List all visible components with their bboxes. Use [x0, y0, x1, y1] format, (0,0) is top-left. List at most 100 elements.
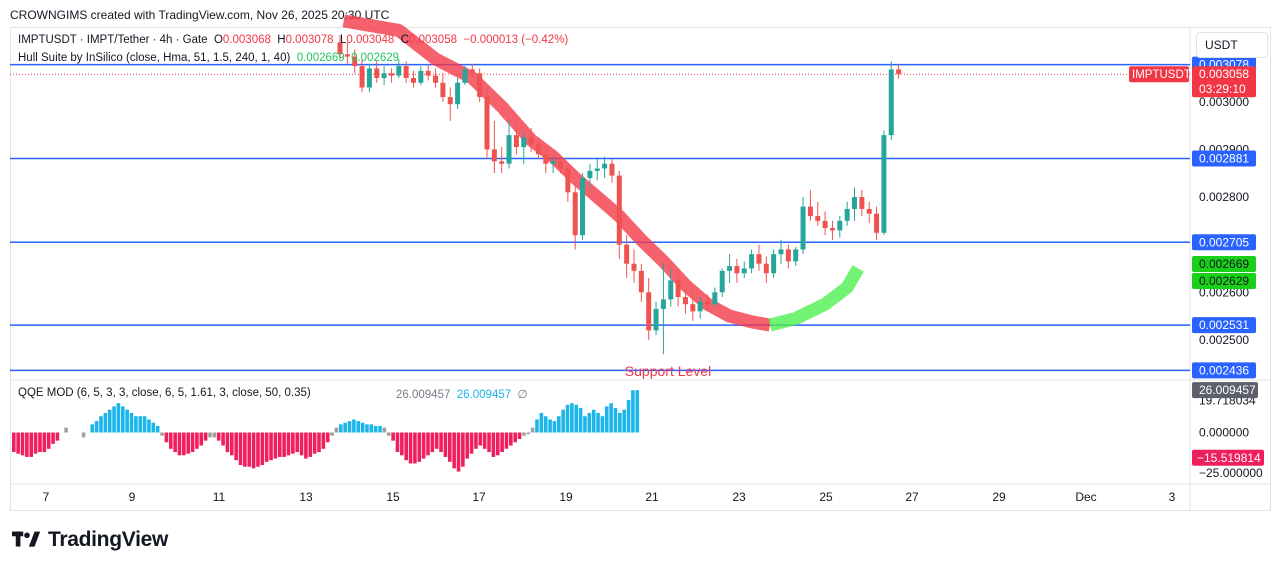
candle: [455, 82, 461, 105]
qqe-bar: [151, 422, 156, 433]
level-label: 0.002881: [1199, 151, 1249, 165]
qqe-bar: [129, 412, 134, 433]
qqe-bar: [295, 432, 299, 453]
qqe-bar: [443, 432, 448, 457]
qqe-bar: [578, 408, 583, 433]
qqe-bar: [247, 432, 252, 467]
qqe-bar: [186, 432, 190, 454]
qqe-bar: [121, 406, 125, 433]
candle: [800, 206, 806, 250]
candle: [381, 73, 387, 78]
qqe-bar: [517, 432, 522, 440]
candle: [785, 249, 791, 262]
candle: [763, 263, 769, 274]
candle: [653, 308, 659, 331]
price-tick-label: 0.002800: [1199, 190, 1249, 204]
qqe-bar: [238, 432, 243, 466]
qqe-bar: [317, 432, 321, 453]
qqe-bar: [609, 403, 613, 433]
qqe-bar: [356, 421, 361, 433]
qqe-bar: [439, 432, 443, 453]
qqe-bar: [182, 432, 186, 456]
candle: [425, 70, 431, 76]
symbol-price-badge: [1129, 66, 1189, 83]
candle: [403, 66, 409, 78]
qqe-bar: [155, 425, 160, 433]
qqe-bar: [552, 421, 557, 433]
candle: [668, 280, 674, 300]
qqe-bar: [565, 404, 570, 433]
candle: [697, 301, 703, 312]
level-label: 0.002531: [1199, 318, 1249, 332]
candle: [359, 66, 365, 88]
candle: [447, 97, 453, 105]
qqe-bar: [583, 416, 587, 433]
qqe-tick-label: 0.000000: [1199, 426, 1249, 440]
high-value: 0.003078: [285, 34, 334, 46]
candle: [513, 135, 519, 148]
qqe-indicator-label[interactable]: QQE MOD (6, 5, 3, 3, close, 6, 5, 1.61, …: [18, 387, 311, 399]
candle: [337, 42, 343, 55]
currency-selector[interactable]: USDT: [1196, 32, 1268, 58]
tradingview-logo[interactable]: TradingView: [12, 528, 168, 552]
qqe-bar: [404, 432, 408, 461]
qqe-bar: [20, 432, 25, 456]
candle: [866, 208, 872, 214]
qqe-bar: [369, 424, 374, 433]
tradingview-icon: [12, 531, 41, 547]
qqe-bar: [325, 432, 330, 443]
qqe-bar: [177, 432, 182, 456]
qqe-bar: [51, 432, 55, 444]
qqe-bar: [535, 419, 539, 433]
qqe-bar: [382, 427, 387, 433]
qqe-bar: [199, 432, 204, 446]
hull-indicator-label[interactable]: Hull Suite by InSilico (close, Hma, 51, …: [18, 52, 291, 64]
qqe-bar: [618, 412, 622, 433]
qqe-bar: [221, 432, 225, 446]
candle: [374, 68, 380, 78]
candle: [388, 73, 394, 76]
qqe-bar: [352, 419, 356, 433]
qqe-bar: [107, 409, 112, 433]
support-level-label: Support Level: [625, 363, 711, 379]
qqe-bar: [99, 416, 103, 433]
qqe-bar: [212, 432, 217, 438]
candle: [602, 163, 608, 169]
qqe-bar: [234, 432, 238, 461]
qqe-bar: [12, 432, 16, 453]
hull-badge-1: [1192, 256, 1256, 272]
qqe-bar: [103, 412, 108, 433]
qqe-bar: [539, 412, 544, 433]
qqe-bar: [343, 422, 347, 433]
time-tick-label: Dec: [1075, 490, 1096, 504]
qqe-bar: [456, 432, 461, 472]
qqe-bar: [622, 409, 626, 433]
time-tick-label: 17: [472, 490, 486, 504]
candle: [734, 266, 740, 274]
time-tick-label: 11: [213, 490, 226, 504]
qqe-bar: [339, 424, 343, 433]
qqe-bar: [417, 432, 422, 462]
candle: [705, 301, 710, 305]
current-price-badge: [1192, 66, 1256, 98]
hull-band-red: [342, 14, 772, 332]
qqe-bar: [29, 432, 34, 457]
symbol-info[interactable]: IMPTUSDT · IMPT/Tether · 4h · Gate: [18, 34, 208, 46]
close-value: 0.003058: [409, 34, 457, 46]
candle: [433, 75, 439, 83]
level-badge: [1192, 362, 1256, 379]
candle: [469, 69, 475, 74]
price-tick-label: 0.003000: [1199, 95, 1249, 109]
candle: [712, 292, 718, 305]
qqe-bar: [282, 432, 286, 457]
candle: [852, 197, 857, 209]
qqe-bar: [125, 409, 129, 433]
candle: [690, 304, 696, 312]
candle: [616, 175, 622, 245]
qqe-bar: [474, 432, 478, 449]
candle: [778, 249, 784, 255]
qqe-bar: [269, 432, 273, 461]
qqe-bar: [421, 432, 426, 459]
candle: [580, 178, 586, 236]
